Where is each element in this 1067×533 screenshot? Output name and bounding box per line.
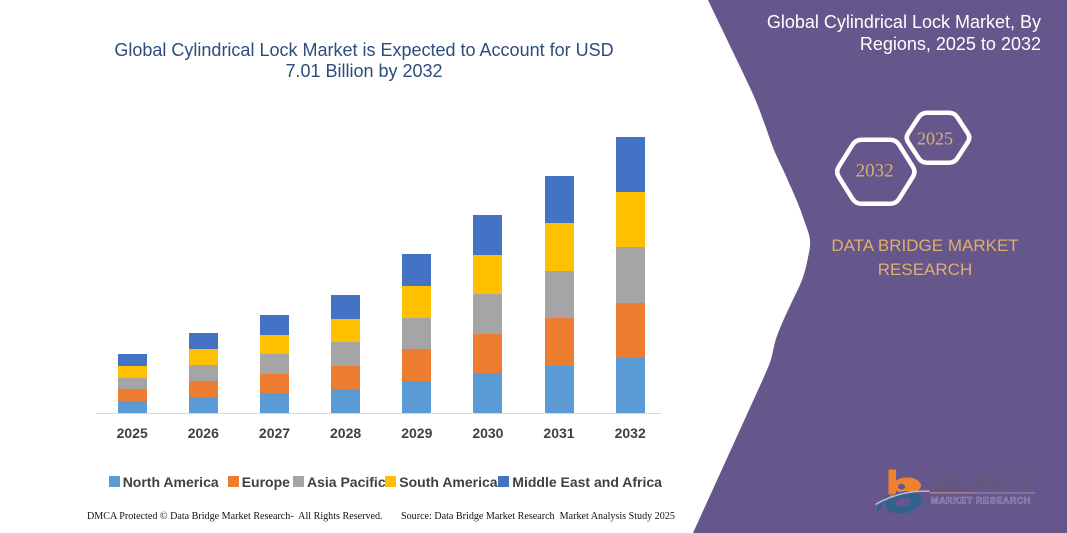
svg-text:MARKET RESEARCH: MARKET RESEARCH <box>931 496 1033 506</box>
svg-text:BRIDGE: BRIDGE <box>972 473 1033 494</box>
svg-text:DATA: DATA <box>931 473 967 494</box>
svg-text:2032: 2032 <box>856 161 894 182</box>
svg-text:2025: 2025 <box>917 129 953 149</box>
